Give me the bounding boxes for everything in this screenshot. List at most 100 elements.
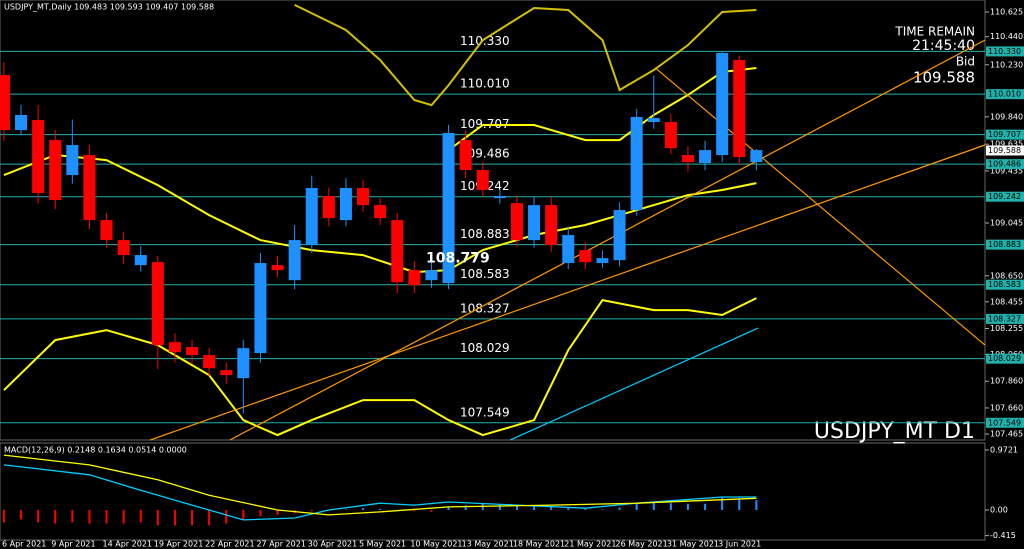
macd-bar	[738, 498, 741, 511]
candle-body	[442, 133, 455, 284]
level-box-label: 109.707	[988, 130, 1021, 139]
x-tick-label: 31 May 2021	[667, 540, 719, 549]
macd-bar	[71, 510, 74, 523]
macd-title: MACD(12,26,9) 0.2148 0.1634 0.0514 0.000…	[4, 446, 187, 455]
level-label: 108.583	[460, 267, 510, 281]
macd-bar	[208, 510, 211, 526]
candle-body	[15, 114, 28, 131]
candle-body	[357, 188, 370, 206]
candle-body	[630, 116, 643, 211]
macd-bar	[225, 510, 228, 524]
x-tick-label: 9 Apr 2021	[51, 540, 95, 549]
candle-body	[220, 370, 233, 376]
y-tick-label: 109.840	[990, 112, 1023, 121]
level-box-label: 108.029	[988, 354, 1021, 363]
level-box-label: 108.883	[988, 240, 1021, 249]
y-tick-label: 0.00	[990, 506, 1008, 515]
macd-bar	[191, 510, 194, 526]
macd-bar	[344, 509, 347, 511]
candle-body	[699, 150, 712, 164]
y-tick-label: 109.045	[990, 219, 1023, 228]
macd-bar	[550, 506, 553, 511]
candle-body	[391, 220, 404, 283]
level-box-label: 107.549	[988, 418, 1021, 427]
candle-body	[750, 150, 763, 163]
indicator-line	[229, 39, 986, 441]
candle-body	[49, 140, 62, 201]
level-box	[986, 129, 1024, 140]
y-tick-label: 110.440	[990, 32, 1023, 41]
x-tick-label: 27 Apr 2021	[256, 540, 305, 549]
indicator-line	[448, 67, 757, 151]
indicator-line	[294, 4, 757, 107]
macd-bar	[37, 510, 40, 523]
level-label: 110.330	[460, 34, 510, 48]
marker-label: 108.779	[426, 251, 490, 267]
candle-body	[408, 270, 421, 286]
time-remain: 21:45:40	[912, 38, 975, 54]
x-tick-label: 5 May 2021	[359, 540, 406, 549]
candle-body	[716, 53, 729, 156]
macd-bar	[584, 508, 587, 511]
macd-bar	[310, 510, 313, 512]
candle-body	[168, 342, 181, 353]
macd-bar	[498, 503, 501, 511]
candle-body	[339, 188, 352, 221]
candle-body	[271, 265, 284, 271]
bid-box	[986, 145, 1024, 156]
level-box	[986, 89, 1024, 100]
candle-body	[562, 235, 575, 264]
candle-body	[681, 155, 694, 163]
level-box-label: 110.330	[988, 47, 1021, 56]
macd-bar	[173, 510, 176, 526]
candle-body	[186, 347, 199, 356]
candle-body	[664, 122, 677, 149]
candle-body	[83, 155, 96, 221]
candle-body	[134, 255, 147, 266]
candle-body	[322, 196, 335, 219]
level-box	[986, 239, 1024, 250]
indicator-line	[149, 144, 986, 441]
macd-bar	[122, 510, 125, 524]
y-tick-label: -0.415	[990, 531, 1016, 540]
y-tick-label: 108.650	[990, 271, 1023, 280]
level-label: 108.029	[460, 341, 510, 355]
x-tick-label: 22 Apr 2021	[205, 540, 254, 549]
x-tick-label: 14 Apr 2021	[103, 540, 152, 549]
candle-body	[647, 118, 660, 123]
macd-bar	[686, 503, 689, 511]
y-tick-label: 108.455	[990, 297, 1023, 306]
macd-bar	[652, 502, 655, 511]
macd-bar	[54, 510, 57, 524]
candle-body	[613, 210, 626, 261]
y-tick-label: 0.9721	[990, 445, 1018, 454]
macd-line	[3, 464, 757, 521]
candle-body	[117, 240, 130, 256]
candle-body	[528, 205, 541, 241]
macd-bar	[362, 508, 365, 511]
y-tick-label: 109.435	[990, 166, 1023, 175]
x-tick-label: 13 May 2021	[462, 540, 514, 549]
level-label: 108.327	[460, 301, 510, 315]
macd-bar	[20, 510, 23, 520]
macd-bar	[259, 510, 262, 517]
y-tick-label: 109.635	[990, 140, 1023, 149]
bid-value: 109.588	[913, 69, 975, 87]
level-box-label: 110.010	[988, 90, 1021, 99]
macd-bar	[533, 506, 536, 511]
candle-body	[493, 196, 506, 199]
macd-bar	[430, 510, 433, 512]
level-box	[986, 159, 1024, 170]
candle-body	[476, 169, 489, 191]
candle-body	[151, 262, 164, 346]
macd-bar	[139, 510, 142, 523]
x-tick-label: 19 Apr 2021	[154, 540, 203, 549]
y-tick-label: 107.465	[990, 429, 1023, 438]
candle-body	[579, 250, 592, 263]
main-panel	[0, 0, 986, 441]
macd-bar	[601, 509, 604, 511]
candle-body	[100, 220, 113, 241]
level-label: 109.486	[460, 147, 510, 161]
